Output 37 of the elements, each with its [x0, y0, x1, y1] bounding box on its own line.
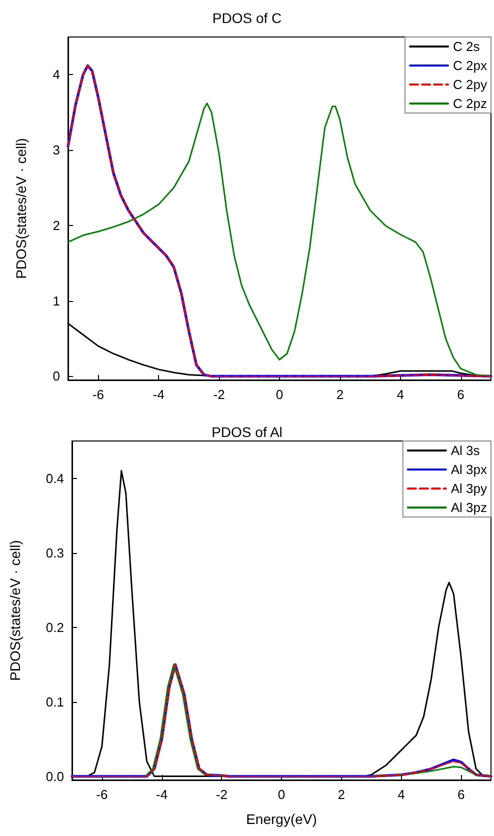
- legend-label: Al 3px: [450, 462, 488, 477]
- x-tick-label: -2: [213, 387, 225, 402]
- legend-label: Al 3pz: [450, 500, 488, 515]
- legend-label: C 2py: [453, 77, 488, 92]
- x-tick-label: 6: [457, 787, 465, 802]
- legend-label: Al 3s: [450, 443, 480, 458]
- y-tick-label: 0.3: [46, 545, 64, 560]
- legend-label: C 2s: [453, 39, 480, 54]
- y-tick-label: 4: [52, 67, 60, 82]
- x-axis-title: Energy(eV): [246, 811, 317, 827]
- y-tick-label: 0.0: [46, 768, 64, 784]
- x-tick-label: -4: [156, 787, 168, 802]
- y-axis-title: PDOS(states/eV · cell): [13, 138, 29, 279]
- x-tick-label: -4: [152, 387, 164, 402]
- legend-label: C 2pz: [453, 96, 488, 111]
- legend-label: C 2px: [453, 58, 488, 73]
- y-tick-label: 0.1: [46, 694, 64, 710]
- chart-title: PDOS of Al: [212, 424, 282, 440]
- y-tick-label: 0: [52, 368, 60, 384]
- x-tick-label: -2: [216, 787, 228, 802]
- x-tick-label: -6: [92, 387, 104, 402]
- y-tick-label: 0.4: [46, 470, 64, 486]
- x-tick-label: 0: [278, 787, 286, 802]
- chart-title: PDOS of C: [212, 10, 282, 26]
- y-axis-title: PDOS(states/eV · cell): [7, 540, 23, 681]
- x-tick-label: -6: [96, 787, 108, 802]
- x-tick-label: 6: [457, 387, 464, 402]
- legend-label: Al 3py: [450, 481, 488, 496]
- x-tick-label: 0: [276, 387, 284, 402]
- y-tick-label: 2: [52, 218, 60, 233]
- x-tick-label: 4: [396, 387, 404, 402]
- x-tick-label: 2: [338, 787, 345, 802]
- x-tick-label: 2: [336, 387, 344, 402]
- x-tick-label: 4: [398, 787, 405, 802]
- y-tick-label: 3: [52, 142, 60, 158]
- y-tick-label: 0.2: [46, 620, 64, 635]
- y-tick-label: 1: [52, 293, 60, 308]
